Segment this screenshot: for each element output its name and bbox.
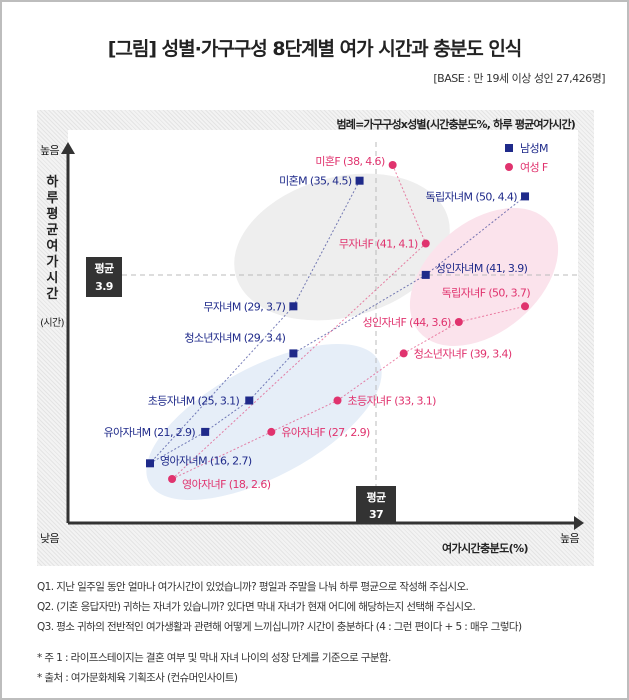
female-point-marker [388, 161, 397, 169]
legend-label: 여성 F [520, 161, 548, 174]
male-point-marker [421, 270, 430, 279]
y-axis-unit: (시간) [40, 317, 65, 329]
x-axis-label: 여가시간충분도(%) [442, 541, 528, 555]
y-axis-label-char: 시 [46, 271, 57, 286]
point-label: 유아자녀F (27, 2.9) [281, 426, 370, 439]
y-mean-label: 평균 [94, 261, 114, 275]
male-point-marker [245, 396, 254, 405]
point-label: 청소년자녀F (39, 3.4) [414, 347, 512, 360]
y-axis-label-char: 간 [46, 286, 58, 302]
x-high-label: 높음 [560, 532, 580, 545]
note-q1: Q1. 지난 일주일 동안 얼마나 여가시간이 있었습니까? 평일과 주말을 나… [37, 581, 469, 593]
male-point-marker [289, 302, 298, 311]
connector-line [425, 196, 526, 276]
point-label: 미혼F (38, 4.6) [315, 155, 385, 168]
note-source: * 출처 : 여가문화체육 기획조사 (컨슈머인사이트) [37, 672, 238, 684]
note-q2: Q2. (기혼 응답자만) 귀하는 자녀가 있습니까? 있다면 막내 자녀가 현… [37, 601, 476, 613]
point-label: 성인자녀M (41, 3.9) [436, 262, 528, 275]
female-point-marker [421, 239, 430, 248]
female-point-marker [168, 475, 177, 483]
figure-title: [그림] 성별·가구구성 8단계별 여가 시간과 충분도 인식 [107, 38, 523, 60]
base-note: [BASE : 만 19세 이상 성인 27,426명] [433, 72, 605, 85]
connector-line [171, 243, 427, 480]
point-label: 유아자녀M (21, 2.9) [104, 426, 196, 439]
connector-line [337, 352, 404, 401]
note-1: * 주 1 : 라이프스테이지는 결혼 여부 및 막내 자녀 나이의 성장 단계… [37, 652, 391, 664]
connector-line [458, 305, 526, 323]
point-label: 청소년자녀M (29, 3.4) [184, 331, 285, 344]
female-point-marker [333, 396, 342, 405]
female-point-marker [521, 302, 530, 311]
connector-line [149, 431, 206, 464]
connector-line [248, 353, 294, 401]
male-point-marker [146, 459, 154, 468]
point-label: 무자녀F (41, 4.1) [339, 238, 418, 251]
y-axis-label-char: 가 [46, 255, 58, 270]
connector-line [204, 400, 250, 433]
cluster-pink [409, 208, 559, 346]
point-label: 초등자녀F (33, 3.1) [348, 395, 437, 408]
point-label: 미혼M (35, 4.5) [279, 175, 352, 188]
female-point-marker [399, 349, 408, 358]
connector-line [403, 321, 460, 354]
legend-male-marker [505, 144, 513, 152]
point-label: 영아자녀M (16, 2.7) [160, 454, 252, 467]
legend-female-marker [505, 163, 513, 171]
male-point-marker [201, 427, 210, 436]
female-point-marker [267, 427, 276, 436]
point-label: 독립자녀F (50, 3.7) [442, 286, 531, 299]
y-mean-box [86, 257, 122, 297]
x-mean-box [356, 486, 396, 523]
y-axis-label-char: 여 [46, 238, 57, 254]
cluster-blue [146, 344, 382, 500]
x-mean-value: 37 [369, 508, 383, 521]
female-point-marker [454, 318, 463, 326]
point-label: 초등자녀M (25, 3.1) [148, 395, 240, 408]
note-q3: Q3. 평소 귀하의 전반적인 여가생활과 관련해 어떻게 느끼십니까? 시간이… [37, 621, 522, 633]
male-point-marker [521, 192, 530, 201]
point-label: 영아자녀F (18, 2.6) [182, 478, 271, 491]
legend-label: 남성M [520, 142, 548, 155]
y-axis-label-char: 평 [46, 206, 57, 222]
y-high-label: 높음 [40, 144, 60, 157]
y-axis-arrow [61, 142, 75, 154]
y-axis-label-char: 하 [46, 174, 58, 190]
connector-line [271, 400, 338, 433]
point-label: 무자녀M (29, 3.7) [203, 300, 285, 313]
cluster-gray [234, 173, 450, 321]
connector-line [293, 274, 427, 354]
y-axis-label-char: 균 [46, 223, 58, 238]
point-label: 독립자녀M (50, 4.4) [425, 190, 517, 203]
x-mean-label: 평균 [366, 490, 386, 504]
y-low-label: 낮음 [40, 532, 60, 545]
y-mean-value: 3.9 [95, 280, 113, 293]
x-axis-arrow [574, 516, 584, 530]
connector-line [149, 305, 294, 464]
male-point-marker [289, 349, 298, 358]
male-point-marker [355, 176, 364, 185]
y-axis-label-char: 루 [46, 191, 58, 206]
legend-title: 범례=가구구성x성별(시간충분도%, 하루 평균여가시간) [336, 118, 575, 131]
point-label: 성인자녀F (44, 3.6) [362, 316, 451, 329]
